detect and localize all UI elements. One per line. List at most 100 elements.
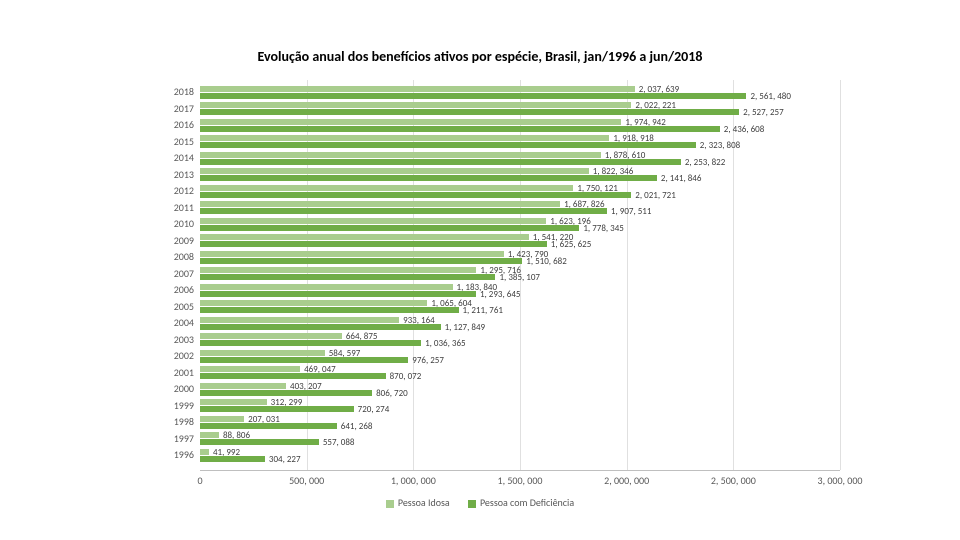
bar-idosa <box>200 350 325 356</box>
table-row: 20101, 623, 1961, 778, 345 <box>200 216 840 233</box>
x-tick-label: 2, 500, 000 <box>711 474 756 487</box>
table-row: 1998207, 031641, 268 <box>200 414 840 431</box>
bar-idosa <box>200 168 589 174</box>
bar-idosa <box>200 449 209 455</box>
bar-deficiencia <box>200 324 441 330</box>
legend-item-idosa: Pessoa Idosa <box>386 496 450 509</box>
legend-swatch-idosa <box>386 500 394 508</box>
table-row: 20091, 541, 2201, 625, 625 <box>200 233 840 250</box>
bar-deficiencia <box>200 159 681 165</box>
bar-idosa <box>200 366 300 372</box>
bar-deficiencia <box>200 175 657 181</box>
bar-idosa <box>200 152 601 158</box>
bar-label-deficiencia: 806, 720 <box>372 389 408 398</box>
bar-idosa <box>200 251 504 257</box>
bar-idosa <box>200 86 635 92</box>
y-axis-label: 2016 <box>174 120 200 130</box>
table-row: 20121, 750, 1212, 021, 721 <box>200 183 840 200</box>
x-tick-label: 3, 000, 000 <box>818 474 863 487</box>
table-row: 20151, 918, 9182, 323, 808 <box>200 134 840 151</box>
y-axis-label: 2004 <box>174 318 200 328</box>
table-row: 20182, 037, 6392, 561, 480 <box>200 84 840 101</box>
bar-label-deficiencia: 2, 323, 808 <box>696 141 741 150</box>
table-row: 20071, 295, 7161, 385, 107 <box>200 266 840 283</box>
y-axis-label: 2010 <box>174 219 200 229</box>
table-row: 20161, 974, 9422, 436, 608 <box>200 117 840 134</box>
x-tick-label: 0 <box>197 474 202 487</box>
bar-deficiencia <box>200 439 319 445</box>
bar-idosa <box>200 317 399 323</box>
bar-deficiencia <box>200 258 522 264</box>
bar-deficiencia <box>200 241 547 247</box>
table-row: 20111, 687, 8261, 907, 511 <box>200 200 840 217</box>
y-axis-label: 1996 <box>174 450 200 460</box>
table-row: 2001469, 047870, 072 <box>200 365 840 382</box>
bar-label-deficiencia: 641, 268 <box>337 422 373 431</box>
x-tick-label: 500, 000 <box>289 474 324 487</box>
y-axis-label: 2014 <box>174 153 200 163</box>
bar-idosa <box>200 399 267 405</box>
bar-deficiencia <box>200 307 459 313</box>
bar-deficiencia <box>200 109 739 115</box>
legend-item-deficiencia: Pessoa com Deficiência <box>468 496 574 509</box>
bar-idosa <box>200 234 529 240</box>
bar-deficiencia <box>200 126 720 132</box>
bar-idosa <box>200 432 219 438</box>
bar-deficiencia <box>200 340 421 346</box>
y-axis-label: 2017 <box>174 104 200 114</box>
legend-swatch-deficiencia <box>468 500 476 508</box>
bar-label-deficiencia: 2, 527, 257 <box>739 108 784 117</box>
bar-idosa <box>200 135 609 141</box>
y-axis-label: 2008 <box>174 252 200 262</box>
table-row: 20081, 423, 7901, 510, 682 <box>200 249 840 266</box>
legend-label-deficiencia: Pessoa com Deficiência <box>480 496 574 509</box>
y-axis-label: 2005 <box>174 302 200 312</box>
chart-title: Evolução anual dos benefícios ativos por… <box>0 48 960 65</box>
table-row: 199788, 806557, 088 <box>200 431 840 448</box>
bar-label-deficiencia: 2, 021, 721 <box>631 191 676 200</box>
y-axis-label: 2003 <box>174 335 200 345</box>
y-axis-label: 2011 <box>174 203 200 213</box>
gridline <box>840 80 841 470</box>
bar-deficiencia <box>200 142 696 148</box>
y-axis-label: 2007 <box>174 269 200 279</box>
y-axis-label: 1999 <box>174 401 200 411</box>
bar-label-deficiencia: 1, 211, 761 <box>459 306 504 315</box>
x-tick-label: 1, 500, 000 <box>498 474 543 487</box>
y-axis-label: 2018 <box>174 87 200 97</box>
bar-deficiencia <box>200 93 746 99</box>
bar-idosa <box>200 300 427 306</box>
table-row: 2000403, 207806, 720 <box>200 381 840 398</box>
bar-label-deficiencia: 1, 510, 682 <box>522 257 567 266</box>
bar-deficiencia <box>200 192 631 198</box>
table-row: 20172, 022, 2212, 527, 257 <box>200 101 840 118</box>
table-row: 20131, 822, 3462, 141, 846 <box>200 167 840 184</box>
y-axis-label: 2012 <box>174 186 200 196</box>
bar-idosa <box>200 185 573 191</box>
bar-idosa <box>200 416 244 422</box>
y-axis-label: 2015 <box>174 137 200 147</box>
bar-label-deficiencia: 2, 436, 608 <box>720 125 765 134</box>
y-axis-label: 2013 <box>174 170 200 180</box>
bar-label-deficiencia: 557, 088 <box>319 438 355 447</box>
table-row: 2004933, 1641, 127, 849 <box>200 315 840 332</box>
bar-idosa <box>200 102 631 108</box>
bar-label-deficiencia: 720, 274 <box>354 405 390 414</box>
x-tick-label: 2, 000, 000 <box>604 474 649 487</box>
bar-idosa <box>200 284 453 290</box>
bar-deficiencia <box>200 406 354 412</box>
bar-idosa <box>200 267 476 273</box>
bar-label-deficiencia: 304, 227 <box>265 455 301 464</box>
bar-label-deficiencia: 2, 561, 480 <box>746 92 791 101</box>
y-axis-label: 2002 <box>174 351 200 361</box>
bar-deficiencia <box>200 456 265 462</box>
bar-label-deficiencia: 870, 072 <box>386 372 422 381</box>
bar-deficiencia <box>200 390 372 396</box>
y-axis-label: 1998 <box>174 417 200 427</box>
y-axis-label: 2001 <box>174 368 200 378</box>
table-row: 199641, 992304, 227 <box>200 447 840 464</box>
bar-label-deficiencia: 1, 036, 365 <box>421 339 466 348</box>
bar-deficiencia <box>200 357 408 363</box>
bar-label-deficiencia: 1, 127, 849 <box>441 323 486 332</box>
bar-label-deficiencia: 1, 293, 645 <box>476 290 521 299</box>
